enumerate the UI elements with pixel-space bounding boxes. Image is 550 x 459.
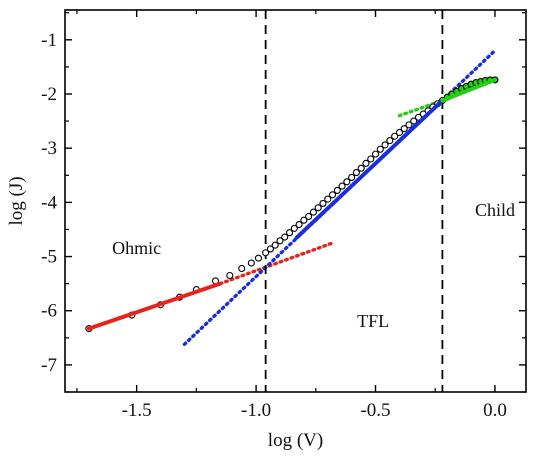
plot-frame xyxy=(64,9,527,393)
data-point xyxy=(226,271,234,280)
data-point xyxy=(357,164,365,172)
x-tick-label: -0.5 xyxy=(360,400,390,421)
data-point xyxy=(333,186,341,194)
region-label-ohmic: Ohmic xyxy=(112,238,161,258)
region-label-child: Child xyxy=(475,200,515,220)
data-point xyxy=(362,159,370,167)
data-point xyxy=(405,121,413,129)
y-tick-label: -5 xyxy=(41,247,57,268)
x-tick-label: -1.5 xyxy=(122,400,152,421)
data-point xyxy=(314,204,322,212)
data-point xyxy=(400,125,408,133)
data-point xyxy=(254,254,263,262)
y-tick-label: -1 xyxy=(41,30,57,51)
data-point xyxy=(262,249,270,257)
y-tick-label: -4 xyxy=(41,192,57,213)
data-point xyxy=(247,259,255,267)
data-point xyxy=(386,137,394,145)
data-point xyxy=(367,155,375,163)
fit-line-ohmic-solid xyxy=(86,281,223,331)
data-point xyxy=(376,145,384,153)
y-tick-label: -7 xyxy=(41,355,57,376)
data-point xyxy=(238,264,246,273)
data-point xyxy=(271,241,279,249)
data-point xyxy=(410,117,418,125)
x-axis-title: log (V) xyxy=(268,430,323,451)
data-point xyxy=(338,182,346,190)
data-point xyxy=(391,132,399,140)
data-point xyxy=(348,173,356,181)
data-point xyxy=(352,169,360,177)
data-point xyxy=(276,237,284,245)
y-tick-label: -3 xyxy=(41,138,57,159)
region-label-tfl: TFL xyxy=(357,311,389,331)
fit-line-child-solid xyxy=(440,77,497,103)
data-point xyxy=(395,128,403,137)
data-point xyxy=(305,212,313,220)
data-point xyxy=(381,141,389,149)
data-point xyxy=(309,208,317,216)
data-point xyxy=(343,178,351,186)
data-point xyxy=(290,224,298,232)
y-tick-label: -2 xyxy=(41,84,57,105)
data-point xyxy=(285,229,294,237)
data-point xyxy=(328,191,337,199)
x-tick-label: -1.0 xyxy=(241,400,271,421)
data-point xyxy=(371,150,380,158)
data-point xyxy=(300,216,308,224)
fit-line-tfl-solid xyxy=(294,98,445,240)
y-axis-title: log (J) xyxy=(6,176,27,225)
data-point xyxy=(324,195,332,203)
y-tick-label: -6 xyxy=(41,301,57,322)
data-point xyxy=(319,199,327,207)
data-point xyxy=(281,233,289,241)
data-point xyxy=(295,221,303,229)
x-tick-label: 0.0 xyxy=(483,400,507,421)
data-point xyxy=(266,245,274,253)
fit-line-ohmic-dotted xyxy=(218,241,335,286)
